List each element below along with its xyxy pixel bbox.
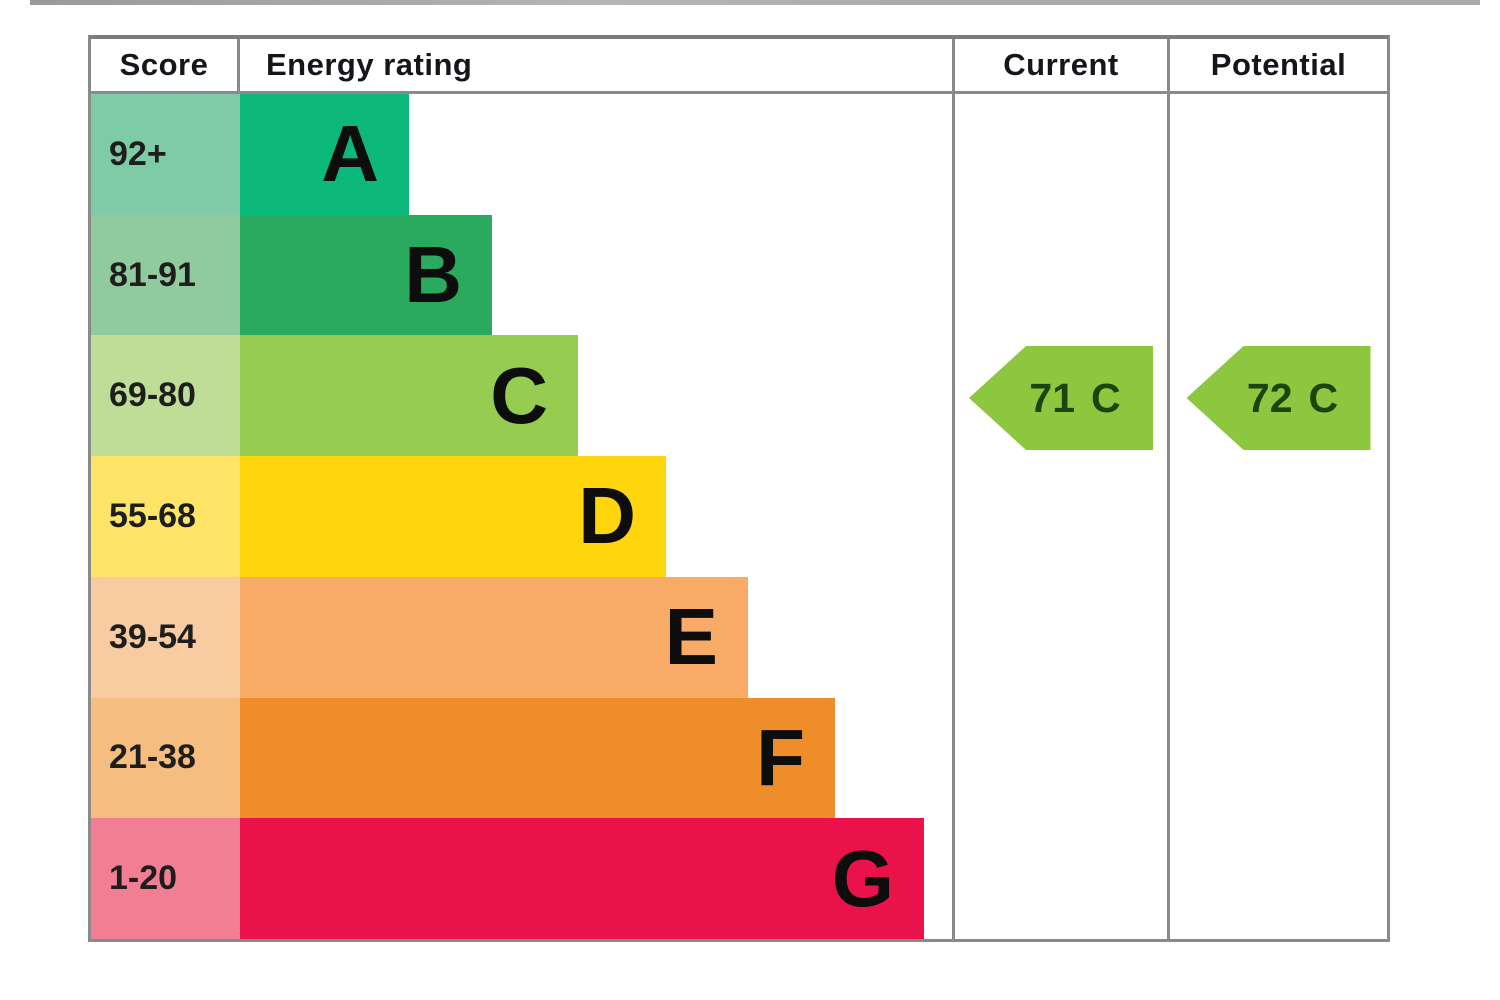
band-letter-c: C — [490, 350, 548, 440]
score-range-e: 39-54 — [91, 576, 240, 698]
score-range-g: 1-20 — [91, 818, 240, 939]
band-letter-g: G — [831, 833, 894, 923]
current-rating-letter: C — [1091, 374, 1121, 421]
current-rating-value: 71 — [1029, 374, 1075, 421]
cropped-content-strip — [30, 0, 1480, 5]
score-range-f: 21-38 — [91, 697, 240, 819]
current-column: 71 C — [955, 94, 1170, 939]
epc-chart-table: Score Energy rating Current Potential 92… — [88, 35, 1390, 942]
band-bar-c: C — [240, 335, 578, 457]
header-energy-rating: Energy rating — [240, 39, 955, 94]
band-bar-a: A — [240, 94, 409, 215]
band-letter-b: B — [404, 230, 462, 320]
band-letter-d: D — [578, 471, 636, 561]
potential-rating-letter: C — [1308, 374, 1339, 421]
band-row-f: F — [240, 697, 955, 819]
score-range-b: 81-91 — [91, 214, 240, 336]
score-range-c: 69-80 — [91, 335, 240, 457]
band-letter-a: A — [321, 109, 379, 199]
band-row-d: D — [240, 456, 955, 577]
header-score: Score — [91, 39, 240, 94]
band-bar-e: E — [240, 576, 748, 698]
band-row-c: C — [240, 335, 955, 457]
potential-rating-arrow: 72 C — [1186, 346, 1371, 450]
band-bar-g: G — [240, 818, 924, 939]
band-row-a: A — [240, 94, 955, 215]
band-letter-f: F — [756, 712, 805, 802]
header-potential: Potential — [1170, 39, 1387, 94]
band-row-e: E — [240, 576, 955, 698]
band-row-b: B — [240, 214, 955, 336]
potential-rating-value: 72 — [1246, 374, 1293, 421]
band-row-g: G — [240, 818, 955, 939]
potential-column: 72 C — [1170, 94, 1387, 939]
current-rating-arrow: 71 C — [969, 346, 1153, 450]
score-range-a: 92+ — [91, 94, 240, 215]
band-bar-f: F — [240, 697, 835, 819]
score-range-d: 55-68 — [91, 456, 240, 577]
band-bar-b: B — [240, 214, 492, 336]
band-letter-e: E — [664, 592, 718, 682]
header-current: Current — [955, 39, 1170, 94]
band-bar-d: D — [240, 456, 666, 577]
